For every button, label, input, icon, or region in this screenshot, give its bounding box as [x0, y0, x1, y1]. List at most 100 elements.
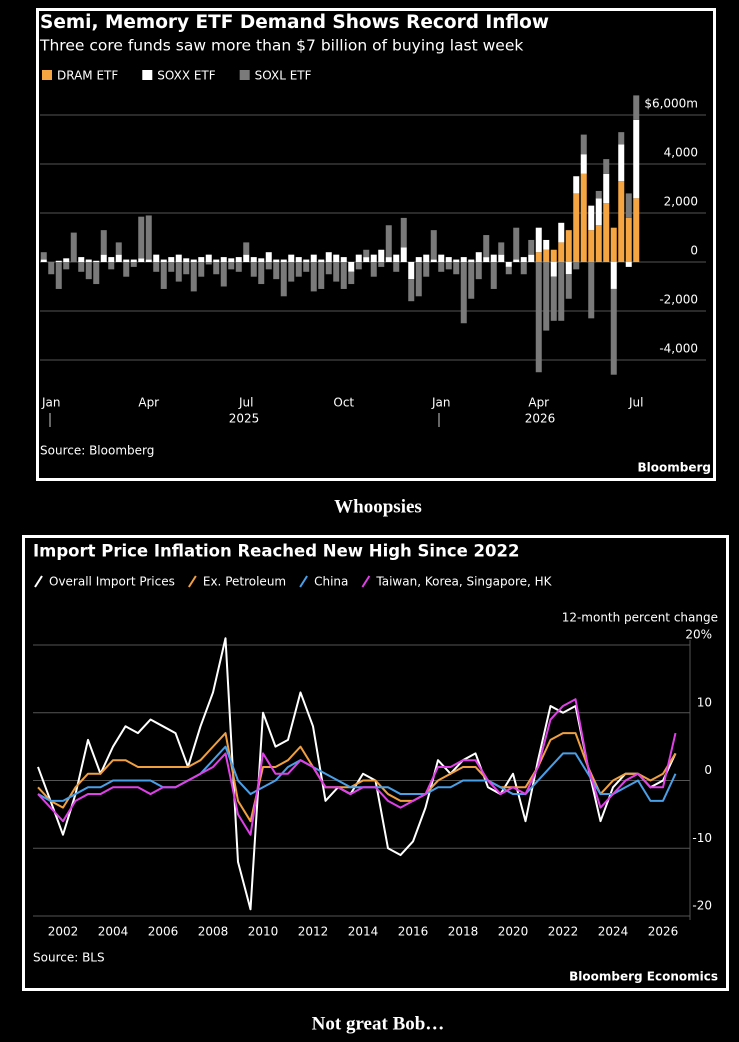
bar [175, 254, 182, 262]
bar [55, 260, 62, 262]
bar [535, 227, 542, 253]
bar [115, 254, 122, 262]
bar [370, 262, 377, 277]
legend-label: SOXX ETF [157, 69, 215, 83]
bar [130, 262, 137, 267]
bar [340, 262, 347, 289]
chart-frame [22, 535, 729, 991]
bar [78, 262, 85, 272]
bar [145, 259, 152, 262]
bar [580, 154, 587, 174]
y-tick-label: 4,000 [664, 146, 698, 160]
chart-title: Semi, Memory ETF Demand Shows Record Inf… [40, 12, 549, 33]
y-tick-label: -2,000 [659, 293, 698, 307]
bar [430, 230, 437, 260]
y-tick-label: 20% [685, 628, 712, 642]
bar [610, 288, 617, 375]
bar [475, 262, 482, 280]
bar [453, 259, 460, 262]
legend-label: SOXL ETF [255, 69, 312, 83]
bar [520, 262, 527, 275]
bar [378, 262, 385, 267]
legend-label: Taiwan, Korea, Singapore, HK [375, 575, 552, 589]
x-tick-label: Jan [431, 396, 451, 410]
bar [213, 259, 220, 262]
bar [228, 262, 235, 270]
bar [430, 259, 437, 262]
series-line [37, 732, 677, 823]
bar [130, 259, 137, 262]
bar [543, 249, 550, 262]
bar [258, 262, 265, 285]
legend-label: Ex. Petroleum [203, 575, 286, 589]
bar [543, 239, 550, 250]
x-tick-label: 2026 [648, 925, 679, 939]
bar [490, 262, 497, 289]
bar [288, 262, 295, 282]
bar [618, 144, 625, 182]
x-tick-label: Jul [238, 396, 253, 410]
y-tick-label: 2,000 [664, 195, 698, 209]
bar [63, 258, 70, 262]
legend-swatch [239, 70, 250, 80]
y-tick-label: 0 [690, 244, 698, 258]
legend-swatch [361, 575, 371, 588]
bar [363, 249, 370, 258]
bar [483, 235, 490, 258]
bar [85, 259, 92, 262]
chart-subtitle: Three core funds saw more than $7 billio… [39, 37, 523, 55]
bar [625, 217, 632, 262]
bar [490, 254, 497, 262]
bar [595, 225, 602, 262]
bar [498, 254, 505, 262]
bar [370, 254, 377, 262]
bar [528, 239, 535, 255]
bar [543, 262, 550, 331]
legend-label: China [314, 575, 348, 589]
bar [100, 254, 107, 262]
bar [160, 262, 167, 289]
bar [595, 198, 602, 226]
bar [565, 230, 572, 262]
bar [588, 262, 595, 319]
bar [183, 258, 190, 262]
bar [475, 252, 482, 262]
caption: Whoopsies [334, 496, 422, 517]
bar [250, 257, 257, 262]
y-tick-label: $6,000m [644, 97, 698, 111]
bar [528, 254, 535, 262]
bar [580, 173, 587, 262]
bar [205, 262, 212, 265]
bar [468, 262, 475, 299]
bar [633, 198, 640, 262]
bar [625, 193, 632, 218]
bar [318, 259, 325, 262]
bar [483, 257, 490, 262]
bar [138, 216, 145, 259]
bar [633, 95, 640, 120]
bar [393, 262, 400, 272]
bar [393, 254, 400, 262]
y-tick-label: 10 [697, 695, 712, 709]
bar [535, 252, 542, 262]
legend-swatch [34, 575, 43, 588]
bar [400, 217, 407, 248]
bar [220, 257, 227, 262]
bar [333, 262, 340, 282]
bar [258, 258, 265, 262]
bar [265, 262, 272, 270]
bar [198, 257, 205, 262]
bar [190, 262, 197, 292]
bar [348, 262, 355, 272]
bar [85, 262, 92, 280]
bar [250, 262, 257, 277]
bar [108, 257, 115, 262]
bar [123, 262, 130, 277]
bar [505, 266, 512, 275]
x-tick-label: Jul [628, 396, 643, 410]
bar [580, 134, 587, 155]
bar [160, 259, 167, 262]
x-tick-label: 2024 [598, 925, 629, 939]
year-label: 2026 [525, 412, 556, 426]
